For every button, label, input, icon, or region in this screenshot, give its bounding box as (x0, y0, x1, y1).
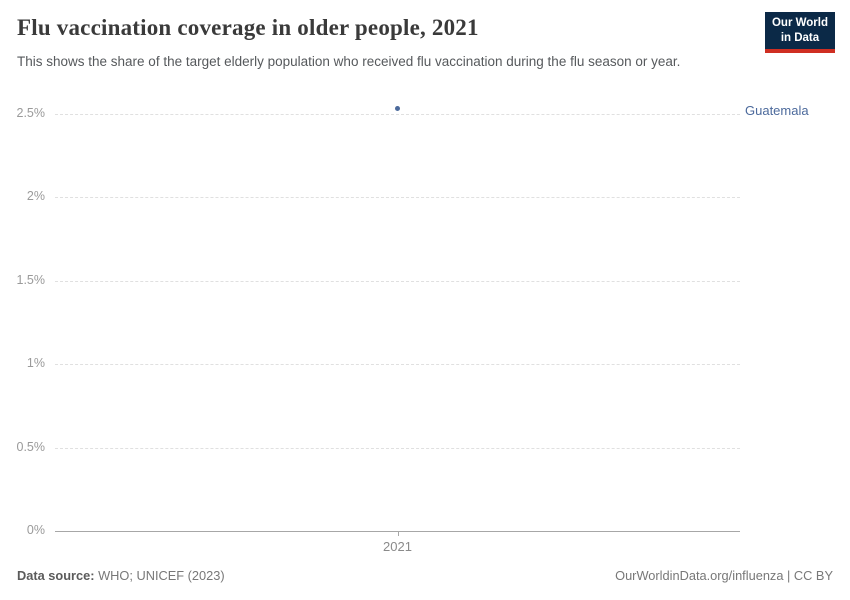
data-source-note: Data source: WHO; UNICEF (2023) (17, 568, 225, 583)
owid-logo-line1: Our World (771, 17, 828, 29)
data-point-guatemala[interactable] (395, 106, 400, 112)
x-axis-tick (397, 531, 399, 536)
data-source-label: Data source: (17, 568, 95, 583)
y-axis-tick-label: 0.5% (16, 439, 46, 454)
y-axis-tick-label: 2% (26, 189, 45, 204)
y-axis-tick-label: 1.5% (16, 272, 46, 287)
x-axis-tick-label: 2021 (383, 539, 412, 554)
credit-link[interactable]: OurWorldinData.org/influenza | CC BY (615, 568, 833, 583)
gridline-1% (55, 364, 740, 366)
data-source-value: WHO; UNICEF (2023) (94, 568, 225, 583)
series-label-guatemala[interactable]: Guatemala (745, 102, 809, 118)
y-axis-tick-label: 2.5% (16, 106, 46, 120)
gridline-1.5% (55, 280, 740, 282)
gridline-2% (55, 197, 740, 199)
y-axis-tick-label: 1% (26, 356, 45, 371)
y-axis-tick-label: 0% (26, 523, 45, 537)
gridline-0.5% (55, 447, 740, 449)
page-title: Flu vaccination coverage in older people… (17, 15, 479, 40)
gridline-2.5% (55, 114, 740, 115)
owid-logo-line2: in Data (780, 31, 820, 44)
owid-logo[interactable]: Our World in Data (764, 12, 835, 54)
chart-subtitle: This shows the share of the target elder… (17, 54, 681, 69)
chart-footer: Data source: WHO; UNICEF (2023) OurWorld… (17, 568, 833, 583)
